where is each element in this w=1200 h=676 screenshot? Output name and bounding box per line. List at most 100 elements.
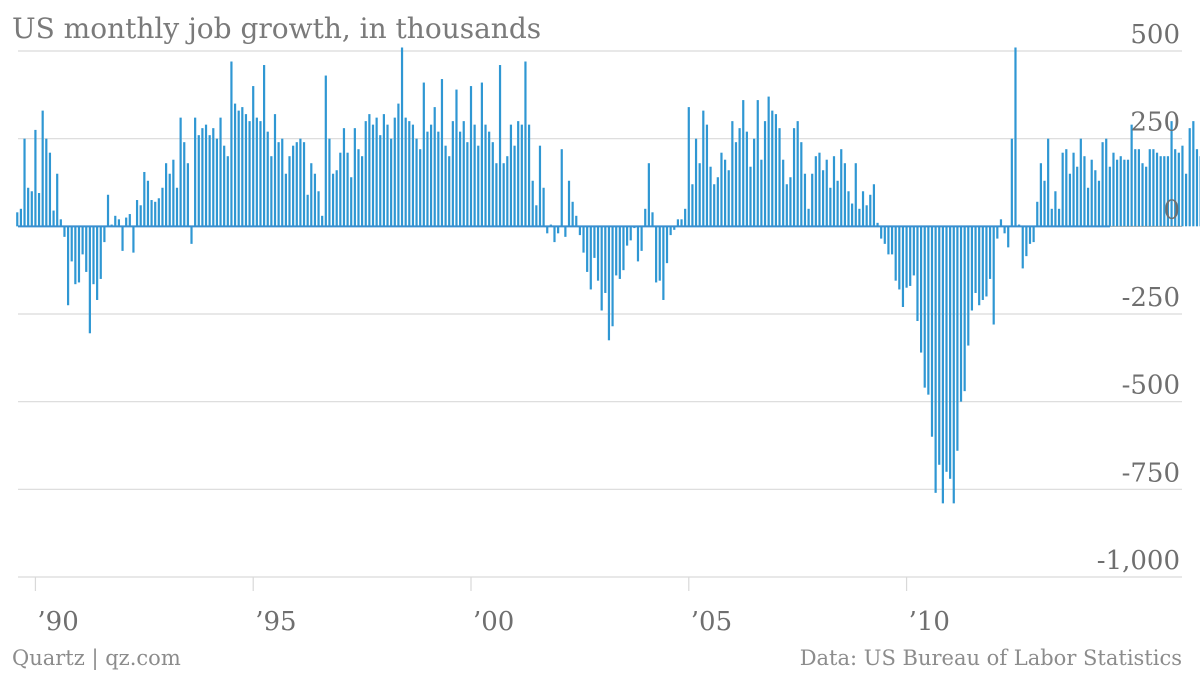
bar — [1188, 128, 1191, 227]
bar — [146, 180, 150, 227]
bar — [734, 142, 738, 227]
bar — [894, 226, 897, 281]
bar — [655, 226, 658, 283]
bar — [720, 152, 723, 227]
bar — [691, 184, 694, 227]
bar — [1094, 170, 1097, 227]
bar — [321, 215, 324, 227]
bar — [542, 187, 545, 227]
bar — [382, 114, 385, 227]
bar — [45, 138, 48, 227]
bar — [135, 200, 139, 227]
bar — [723, 159, 727, 227]
bar — [832, 156, 836, 227]
bar — [306, 194, 309, 227]
bar — [208, 135, 211, 227]
bar — [295, 142, 298, 227]
bar — [194, 117, 197, 227]
bar — [241, 107, 244, 227]
bar — [865, 205, 868, 227]
bar — [52, 210, 55, 227]
bar — [604, 226, 607, 293]
bar — [1105, 138, 1108, 227]
bar — [941, 226, 944, 504]
bar — [488, 131, 491, 227]
bar — [509, 124, 513, 227]
bar — [738, 128, 741, 227]
bar — [622, 226, 625, 271]
bar — [713, 184, 716, 227]
bar — [629, 226, 632, 241]
bar — [513, 145, 516, 227]
bar — [1057, 208, 1061, 227]
x-tick-label: ’10 — [909, 607, 950, 637]
bar — [1166, 156, 1170, 227]
bar — [774, 114, 778, 227]
bar — [1123, 159, 1126, 227]
bar — [175, 187, 179, 227]
bar — [916, 226, 919, 322]
bar — [204, 124, 208, 227]
bar — [459, 131, 462, 227]
bar — [988, 226, 992, 279]
bar — [607, 226, 611, 341]
bar — [502, 163, 505, 227]
bar — [535, 205, 538, 227]
bar — [803, 173, 807, 227]
bar — [836, 180, 839, 227]
bar — [1141, 163, 1144, 227]
bar — [448, 156, 451, 227]
bar — [1014, 47, 1017, 227]
bar — [248, 121, 251, 227]
bar — [466, 142, 469, 227]
bar — [829, 187, 832, 227]
bar — [179, 117, 182, 227]
bar — [1028, 226, 1032, 244]
bar — [702, 110, 705, 227]
bar — [30, 191, 33, 227]
bar — [763, 121, 767, 227]
bar — [1126, 159, 1130, 227]
bar — [934, 226, 937, 493]
bar — [912, 226, 915, 276]
bar — [782, 159, 785, 227]
source-credit: Quartz | qz.com — [12, 646, 181, 670]
bar — [462, 121, 465, 227]
bar — [560, 149, 563, 227]
bar — [92, 226, 95, 285]
bar — [237, 110, 240, 227]
bar — [1065, 149, 1068, 227]
bar — [223, 145, 226, 227]
bar — [564, 226, 567, 237]
bar — [186, 163, 189, 227]
bar — [596, 226, 600, 281]
bar — [331, 173, 335, 227]
bar — [1195, 149, 1199, 227]
bar — [861, 191, 865, 227]
bar — [491, 142, 494, 227]
bar — [792, 128, 796, 227]
bar — [840, 149, 843, 227]
bar — [615, 226, 618, 276]
bar — [575, 215, 578, 227]
bar — [506, 156, 509, 227]
bar — [451, 121, 454, 227]
bar — [582, 226, 585, 253]
bar — [157, 198, 160, 227]
bar — [974, 226, 977, 293]
bar — [1047, 138, 1050, 227]
bar — [386, 124, 389, 227]
bar — [589, 226, 592, 290]
bar — [578, 226, 581, 236]
x-tick-label: ’05 — [691, 607, 732, 637]
bar — [727, 170, 730, 227]
bar — [201, 128, 204, 227]
bar — [546, 226, 549, 234]
bar — [473, 124, 476, 227]
bar — [822, 170, 825, 227]
bar — [400, 47, 404, 227]
bar — [70, 226, 73, 262]
bar — [970, 226, 974, 311]
bar — [419, 149, 422, 227]
